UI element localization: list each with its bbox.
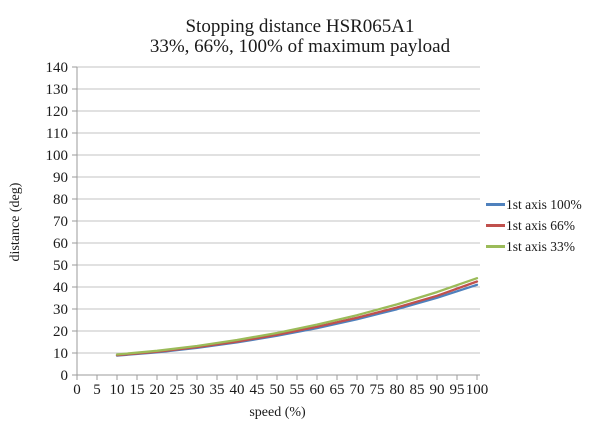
x-tick-label: 45 (250, 382, 265, 398)
x-tick-label: 25 (170, 382, 185, 398)
y-tick-label: 140 (46, 60, 69, 76)
legend-label: 1st axis 100% (506, 196, 582, 212)
y-tick-label: 80 (53, 192, 68, 208)
y-tick-label: 60 (53, 236, 68, 252)
y-tick-label: 130 (46, 82, 69, 98)
y-tick-label: 120 (46, 104, 69, 120)
y-tick-label: 0 (61, 368, 69, 384)
x-tick-label: 80 (390, 382, 405, 398)
chart-title: Stopping distance HSR065A1 33%, 66%, 100… (0, 17, 600, 57)
x-tick-label: 40 (230, 382, 245, 398)
legend-item: 1st axis 100% (486, 194, 582, 215)
legend-line-swatch (486, 224, 505, 227)
x-axis-title: speed (%) (249, 405, 306, 420)
x-tick-label: 15 (130, 382, 145, 398)
y-tick-label: 100 (46, 148, 69, 164)
x-tick-label: 85 (410, 382, 425, 398)
chart-title-line1: Stopping distance HSR065A1 (185, 16, 415, 37)
x-tick-label: 5 (93, 382, 101, 398)
y-tick-label: 30 (53, 302, 68, 318)
x-tick-label: 30 (190, 382, 205, 398)
x-tick-label: 55 (290, 382, 305, 398)
y-tick-label: 10 (53, 346, 68, 362)
series-line-1st-axis-66- (115, 280, 479, 357)
x-tick-label: 50 (270, 382, 285, 398)
x-tick-label: 35 (210, 382, 225, 398)
x-tick-label: 75 (370, 382, 385, 398)
x-tick-label: 10 (110, 382, 125, 398)
x-tick-label: 95 (450, 382, 465, 398)
chart-title-line2: 33%, 66%, 100% of maximum payload (149, 36, 451, 57)
x-tick-label: 60 (310, 382, 325, 398)
x-tick-label: 20 (150, 382, 165, 398)
legend-label: 1st axis 33% (506, 238, 575, 254)
x-tick-label: 0 (73, 382, 81, 398)
x-tick-label: 100 (466, 382, 489, 398)
x-tick-label: 90 (430, 382, 445, 398)
x-tick-label: 65 (330, 382, 345, 398)
legend-line-swatch (486, 245, 505, 248)
y-tick-label: 40 (53, 280, 68, 296)
legend: 1st axis 100% 1st axis 66% 1st axis 33% (486, 194, 582, 257)
series-line-1st-axis-33- (115, 277, 479, 356)
y-tick-label: 50 (53, 258, 68, 274)
y-tick-label: 20 (53, 324, 68, 340)
legend-label: 1st axis 66% (506, 217, 575, 233)
y-tick-label: 90 (53, 170, 68, 186)
y-tick-label: 110 (46, 126, 68, 142)
legend-item: 1st axis 66% (486, 215, 582, 236)
legend-line-swatch (486, 203, 505, 206)
legend-item: 1st axis 33% (486, 236, 582, 257)
x-tick-label: 70 (350, 382, 365, 398)
y-tick-label: 70 (53, 214, 68, 230)
